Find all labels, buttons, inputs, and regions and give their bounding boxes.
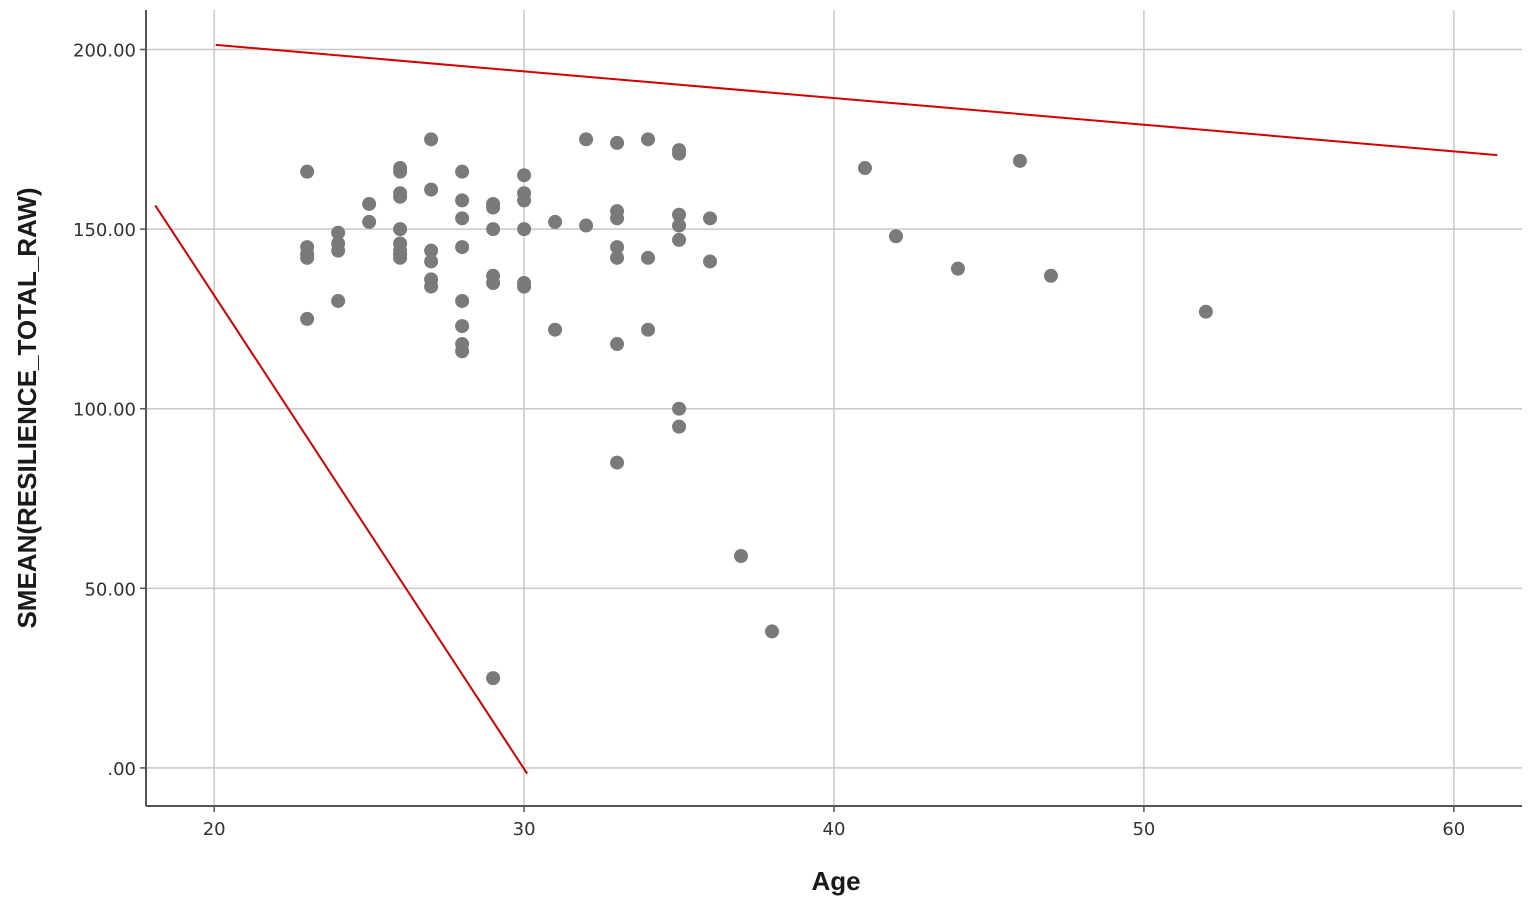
data-point [455,211,470,226]
data-point [765,624,780,639]
reference-line [154,204,529,775]
axes [140,10,1522,812]
data-point [424,254,439,269]
data-point [1198,304,1213,319]
data-point [331,225,346,240]
y-tick-label: 100.00 [73,400,136,421]
data-point [888,229,903,244]
data-point [579,132,594,147]
data-point [393,222,408,237]
reference-lines [154,43,1498,775]
data-point [455,164,470,179]
data-point [300,311,315,326]
data-points [300,132,1213,686]
data-point [672,218,687,233]
data-point [610,211,625,226]
y-tick-label: .00 [107,759,136,780]
x-tick-label: 60 [1442,819,1465,840]
data-point [331,293,346,308]
y-tick-label: 50.00 [84,579,136,600]
data-point [641,250,656,265]
data-point [455,319,470,334]
data-point [672,146,687,161]
data-point [610,240,625,255]
data-point [424,243,439,258]
data-point [486,275,501,290]
data-point [610,135,625,150]
data-point [455,193,470,208]
data-point [300,164,315,179]
data-point [610,455,625,470]
tick-labels: 20 30 40 50 60 .00 50.00 100.00 150.00 200.00 [73,41,1465,840]
data-point [486,671,501,686]
data-point [641,132,656,147]
data-point [1012,153,1027,168]
data-point [300,250,315,265]
y-axis-title: SMEAN(RESILIENCE_TOTAL_RAW) [12,187,42,628]
data-point [610,337,625,352]
data-point [517,279,532,294]
data-point [486,222,501,237]
data-point [579,218,594,233]
data-point [517,193,532,208]
data-point [362,214,377,229]
data-point [393,250,408,265]
y-tick-label: 200.00 [73,41,136,62]
data-point [1043,268,1058,283]
data-point [950,261,965,276]
data-point [548,214,563,229]
grid [146,10,1522,806]
data-point [362,196,377,211]
x-axis-title: Age [811,866,860,896]
data-point [331,243,346,258]
data-point [641,322,656,337]
data-point [548,322,563,337]
data-point [424,279,439,294]
data-point [393,189,408,204]
data-point [455,344,470,359]
data-point [610,250,625,265]
data-point [703,211,718,226]
data-point [672,207,687,222]
reference-line [215,43,1498,157]
data-point [734,548,749,563]
x-tick-label: 20 [203,819,226,840]
data-point [424,132,439,147]
data-point [672,232,687,247]
data-point [517,222,532,237]
x-tick-label: 50 [1132,819,1155,840]
data-point [517,168,532,183]
data-point [455,293,470,308]
y-tick-label: 150.00 [73,220,136,241]
x-tick-label: 30 [513,819,536,840]
data-point [424,182,439,197]
data-point [393,164,408,179]
data-point [455,240,470,255]
data-point [486,200,501,215]
data-point [857,161,872,176]
data-point [672,419,687,434]
x-tick-label: 40 [823,819,846,840]
data-point [703,254,718,269]
data-point [672,401,687,416]
